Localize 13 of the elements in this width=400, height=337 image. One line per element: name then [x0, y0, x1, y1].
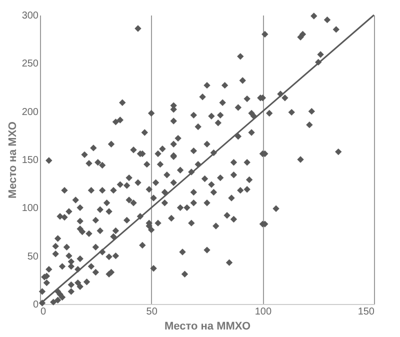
- x-tick-label: 0: [40, 306, 46, 318]
- x-tick-label: 100: [254, 306, 272, 318]
- y-tick-label: 150: [22, 155, 39, 166]
- y-tick-label: 250: [22, 58, 39, 70]
- x-tick-label: 150: [358, 306, 375, 318]
- y-tick-label: 200: [22, 106, 39, 118]
- y-axis-title: Место на МХО: [6, 121, 19, 198]
- y-tick-label: 50: [27, 251, 39, 262]
- x-tick-label: 50: [146, 306, 158, 318]
- y-tick-label: 0: [32, 300, 39, 310]
- x-axis-title: Место на ММХО: [164, 320, 251, 332]
- y-tick-label: 300: [22, 10, 39, 22]
- y-tick-label: 100: [22, 203, 39, 214]
